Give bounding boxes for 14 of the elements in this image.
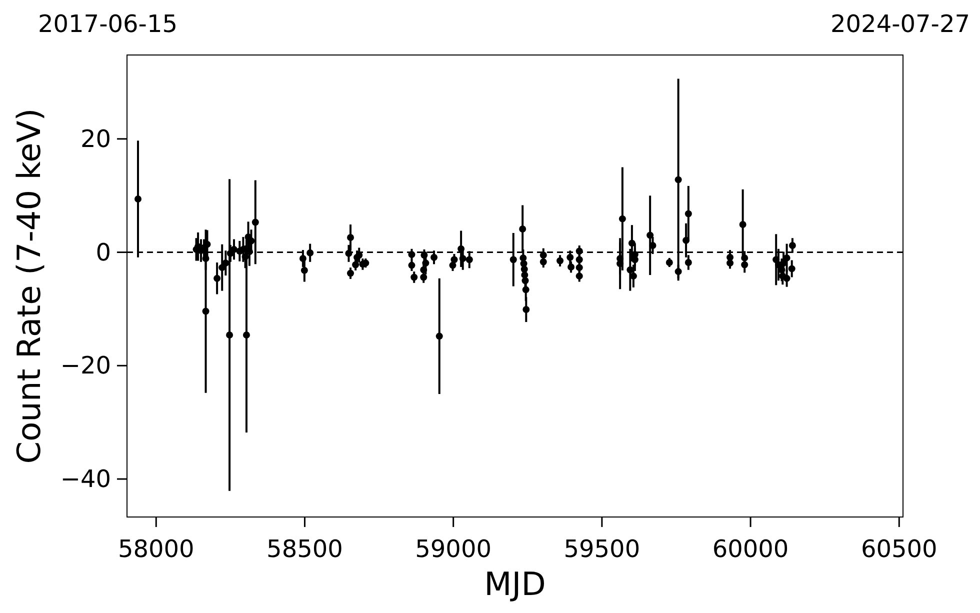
y-tick-label: 20	[80, 124, 111, 153]
y-tick-label: 0	[96, 238, 111, 266]
x-tick-label: 60000	[712, 535, 789, 563]
y-tick-label: −20	[60, 352, 111, 380]
x-tick-label: 58000	[118, 535, 194, 563]
text: 2024-07-27	[830, 10, 970, 38]
y-axis-title: Count Rate (7-40 keV)	[10, 108, 48, 464]
text: 2017-06-15	[38, 10, 178, 38]
x-tick-label: 59500	[564, 535, 640, 563]
x-tick-label: 60500	[860, 535, 938, 563]
x-tick-label: 58500	[266, 535, 343, 563]
x-tick-label: 59000	[415, 535, 492, 563]
y-tick-label: −40	[60, 465, 111, 494]
x-axis-title: MJD	[484, 565, 546, 603]
